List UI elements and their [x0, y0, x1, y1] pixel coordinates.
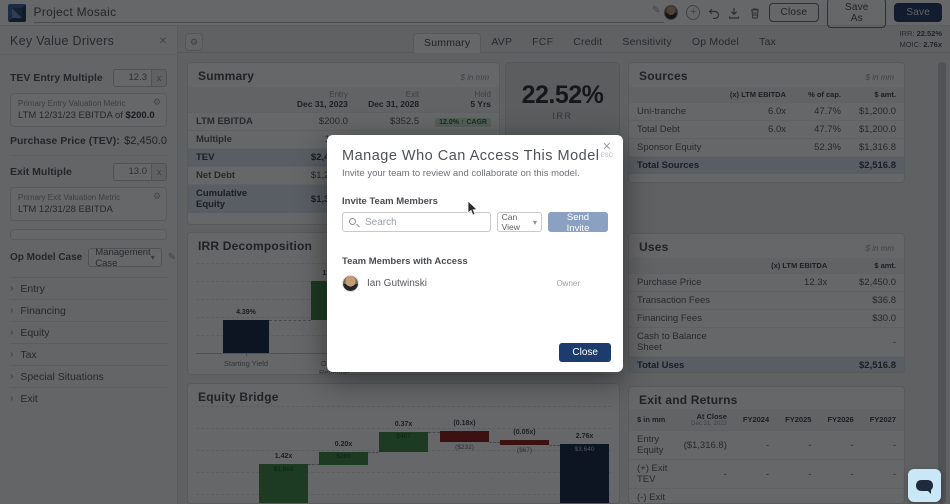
chevron-down-icon: ▾: [532, 217, 537, 227]
modal-close-icon[interactable]: ✕ ESC: [600, 141, 613, 160]
team-member-row: Ian Gutwinski Owner: [342, 275, 608, 292]
search-field[interactable]: [342, 212, 503, 232]
search-icon: [349, 218, 356, 225]
mouse-cursor: [467, 201, 478, 216]
modal-subtitle: Invite your team to review and collabora…: [342, 168, 580, 179]
member-role: Owner: [556, 279, 580, 288]
chat-icon: [916, 480, 933, 494]
team-members-with-access-label: Team Members with Access: [342, 256, 468, 267]
member-avatar: [342, 275, 359, 292]
chat-launcher-button[interactable]: [908, 469, 941, 502]
member-name: Ian Gutwinski: [367, 278, 428, 289]
send-invite-button[interactable]: Send Invite: [548, 212, 608, 234]
invite-team-members-label: Invite Team Members: [342, 196, 438, 207]
search-input[interactable]: [363, 213, 503, 231]
share-access-modal: ✕ ESC Manage Who Can Access This Model I…: [327, 135, 623, 372]
role-select[interactable]: Can View ▾: [496, 212, 542, 232]
modal-close-button[interactable]: Close: [559, 343, 611, 362]
modal-title: Manage Who Can Access This Model: [342, 148, 600, 164]
